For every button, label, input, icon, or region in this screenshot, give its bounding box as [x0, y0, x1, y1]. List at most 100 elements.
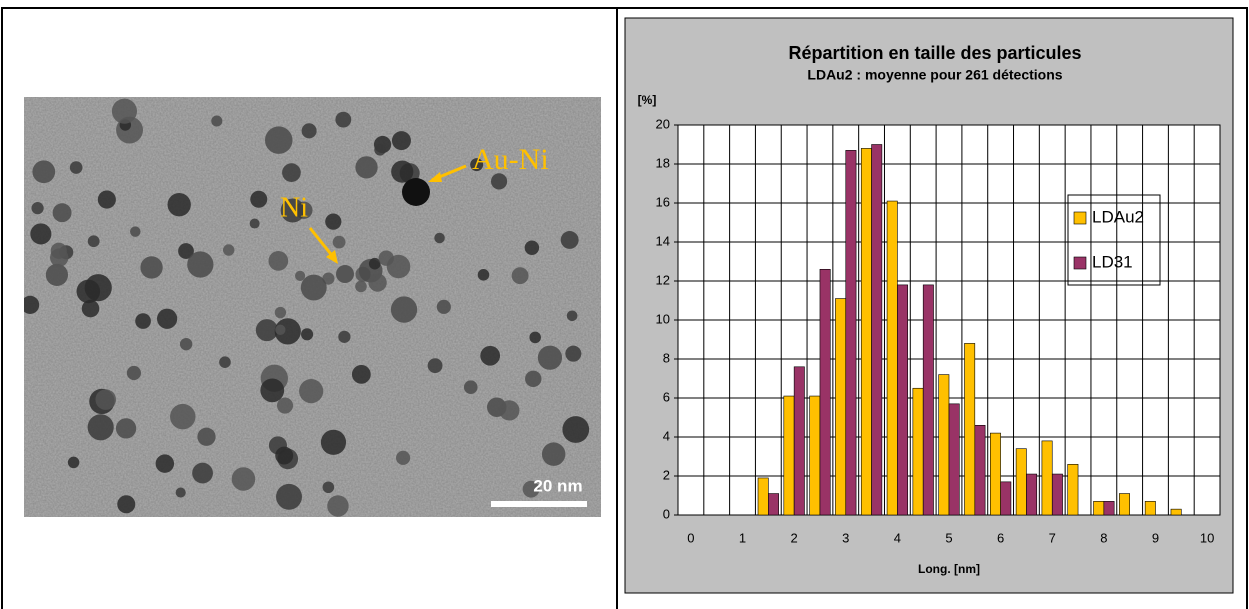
particle	[45, 263, 69, 287]
particle	[130, 226, 141, 237]
particle	[32, 160, 56, 184]
particle	[490, 173, 508, 190]
particle	[374, 143, 386, 156]
particle	[336, 265, 354, 283]
particle	[126, 365, 141, 381]
x-tick-label: 8	[1100, 530, 1107, 545]
particle	[140, 256, 163, 279]
particle	[67, 456, 80, 469]
bar	[989, 432, 1001, 516]
y-tick-label: 6	[663, 389, 670, 404]
particle	[179, 337, 193, 351]
particle	[135, 313, 151, 329]
bar	[1015, 448, 1027, 516]
particle	[156, 308, 178, 329]
particle	[463, 380, 478, 395]
y-tick-label: 8	[663, 350, 670, 365]
particle	[320, 429, 347, 455]
y-tick-label: 4	[663, 428, 670, 443]
particle	[566, 310, 578, 322]
particle	[368, 273, 387, 292]
particle	[427, 358, 443, 374]
bar	[1103, 501, 1115, 516]
particle	[368, 257, 381, 270]
particle	[300, 274, 327, 301]
chart-title: Répartition en taille des particules	[788, 43, 1081, 63]
bar	[1067, 463, 1079, 516]
bar	[974, 424, 986, 516]
bar	[964, 343, 976, 516]
bar	[860, 148, 872, 516]
particle	[322, 272, 335, 285]
particle	[255, 319, 278, 342]
particle	[211, 115, 223, 127]
particle	[480, 345, 501, 366]
bar	[1144, 501, 1156, 516]
bar	[768, 493, 779, 516]
particle	[197, 427, 216, 446]
particle	[81, 299, 100, 318]
particle	[378, 250, 394, 266]
particle	[295, 270, 306, 281]
particle	[276, 483, 302, 510]
scale-bar-label: 20 nm	[533, 476, 582, 495]
x-tick-label: 6	[997, 530, 1004, 545]
x-axis-label: Long. [nm]	[918, 562, 980, 576]
micrograph-noise	[24, 97, 601, 517]
particle	[260, 378, 285, 403]
particle	[155, 454, 175, 473]
particle	[396, 450, 411, 465]
particle	[322, 481, 335, 494]
x-tick-label: 7	[1049, 530, 1056, 545]
chart-subtitle: LDAu2 : moyenne pour 261 détections	[807, 67, 1062, 83]
particle	[95, 389, 117, 410]
particle	[327, 495, 349, 517]
particle	[264, 126, 293, 154]
particle	[187, 251, 214, 278]
particle	[332, 235, 346, 249]
label: Au-Ni	[472, 143, 549, 176]
y-tick-label: 18	[656, 155, 670, 170]
bar	[1051, 473, 1063, 516]
particle	[31, 202, 44, 215]
legend	[1067, 194, 1161, 286]
particle	[565, 345, 582, 362]
particle	[355, 156, 378, 179]
y-tick-label: 2	[663, 467, 670, 482]
particle	[277, 397, 294, 414]
particle	[525, 370, 542, 388]
x-tick-label: 0	[687, 530, 694, 545]
particle	[299, 379, 324, 404]
particle	[175, 487, 186, 498]
scale-bar	[491, 501, 587, 507]
particle	[24, 295, 40, 314]
particle	[178, 243, 194, 259]
y-tick-label: 12	[656, 272, 670, 287]
particle	[282, 163, 301, 182]
bar	[886, 200, 898, 516]
particle	[524, 240, 540, 256]
legend-label: LDAu2	[1092, 207, 1144, 226]
particle	[511, 267, 529, 285]
particle	[390, 296, 418, 323]
y-tick-label: 10	[656, 311, 670, 326]
bar	[845, 150, 857, 516]
particle	[170, 403, 196, 430]
particle	[69, 161, 83, 174]
legend-label: LD31	[1092, 252, 1133, 271]
particle	[560, 231, 579, 249]
bar	[1026, 473, 1038, 516]
particle	[117, 495, 136, 514]
bar	[1041, 440, 1053, 516]
particle	[338, 330, 351, 343]
particle	[391, 131, 411, 151]
particle	[250, 190, 268, 208]
arrow-head	[326, 250, 338, 264]
legend-swatch	[1073, 256, 1087, 270]
bar	[835, 298, 847, 516]
particle	[268, 251, 289, 271]
particle	[402, 178, 430, 206]
arrow	[308, 227, 336, 259]
bar	[922, 284, 934, 516]
